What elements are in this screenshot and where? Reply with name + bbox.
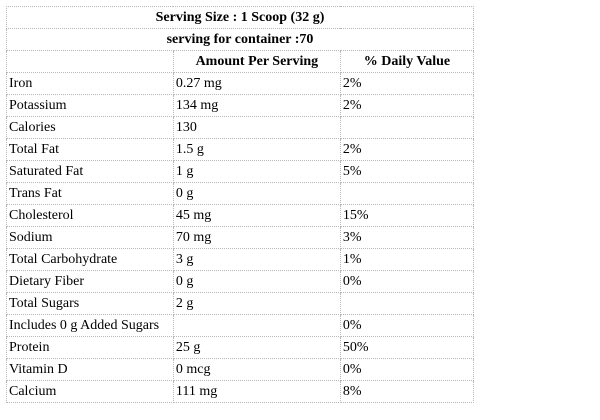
nutrient-name: Vitamin D (6, 358, 174, 381)
nutrient-column-header (6, 50, 174, 73)
nutrient-daily-value: 1% (339, 248, 475, 271)
nutrient-daily-value (339, 182, 475, 205)
nutrient-amount: 0 g (172, 182, 341, 205)
nutrient-daily-value: 0% (339, 270, 475, 293)
nutrient-name: Total Sugars (6, 292, 174, 315)
nutrient-amount: 45 mg (172, 204, 341, 227)
nutrient-row: Sodium 70 mg 3% (6, 226, 475, 249)
amount-column-header: Amount Per Serving (172, 50, 341, 73)
nutrient-amount: 0.27 mg (172, 72, 341, 95)
nutrient-row: Includes 0 g Added Sugars 0% (6, 314, 475, 337)
nutrient-daily-value: 2% (339, 94, 475, 117)
nutrient-amount: 1 g (172, 160, 341, 183)
nutrient-amount: 70 mg (172, 226, 341, 249)
nutrient-row: Total Sugars 2 g (6, 292, 475, 315)
nutrient-amount: 0 g (172, 270, 341, 293)
nutrient-daily-value: 50% (339, 336, 475, 359)
nutrient-name: Cholesterol (6, 204, 174, 227)
nutrient-row: Trans Fat 0 g (6, 182, 475, 205)
nutrient-name: Calcium (6, 380, 174, 403)
nutrient-name: Total Fat (6, 138, 174, 161)
nutrition-facts-table: Serving Size : 1 Scoop (32 g) serving fo… (6, 6, 475, 403)
nutrient-row: Calories 130 (6, 116, 475, 139)
nutrient-amount: 25 g (172, 336, 341, 359)
nutrient-row: Total Carbohydrate 3 g 1% (6, 248, 475, 271)
nutrient-daily-value: 0% (339, 358, 475, 381)
nutrient-daily-value: 5% (339, 160, 475, 183)
nutrient-name: Trans Fat (6, 182, 174, 205)
servings-per-container: serving for container :70 (6, 28, 474, 51)
nutrient-name: Calories (6, 116, 174, 139)
nutrient-row: Saturated Fat 1 g 5% (6, 160, 475, 183)
nutrient-amount (172, 314, 341, 337)
nutrient-daily-value (339, 116, 475, 139)
nutrient-name: Includes 0 g Added Sugars (6, 314, 174, 337)
nutrient-amount: 1.5 g (172, 138, 341, 161)
column-header-row: Amount Per Serving % Daily Value (6, 50, 475, 73)
nutrient-daily-value: 3% (339, 226, 475, 249)
nutrient-name: Sodium (6, 226, 174, 249)
nutrient-name: Saturated Fat (6, 160, 174, 183)
nutrient-daily-value (339, 292, 475, 315)
nutrient-daily-value: 15% (339, 204, 475, 227)
nutrient-row: Potassium 134 mg 2% (6, 94, 475, 117)
nutrient-name: Protein (6, 336, 174, 359)
serving-size: Serving Size : 1 Scoop (32 g) (6, 6, 474, 29)
nutrient-row: Protein 25 g 50% (6, 336, 475, 359)
nutrient-amount: 3 g (172, 248, 341, 271)
nutrient-daily-value: 2% (339, 138, 475, 161)
nutrient-name: Total Carbohydrate (6, 248, 174, 271)
nutrient-name: Potassium (6, 94, 174, 117)
nutrient-daily-value: 2% (339, 72, 475, 95)
nutrient-daily-value: 8% (339, 380, 475, 403)
nutrient-amount: 134 mg (172, 94, 341, 117)
nutrient-daily-value: 0% (339, 314, 475, 337)
nutrient-row: Iron 0.27 mg 2% (6, 72, 475, 95)
nutrient-amount: 130 (172, 116, 341, 139)
nutrient-name: Dietary Fiber (6, 270, 174, 293)
nutrient-row: Total Fat 1.5 g 2% (6, 138, 475, 161)
servings-per-container-row: serving for container :70 (6, 28, 474, 51)
nutrient-amount: 111 mg (172, 380, 341, 403)
serving-size-row: Serving Size : 1 Scoop (32 g) (6, 6, 474, 29)
daily-value-column-header: % Daily Value (339, 50, 475, 73)
nutrient-row: Dietary Fiber 0 g 0% (6, 270, 475, 293)
nutrition-facts-body: Serving Size : 1 Scoop (32 g) serving fo… (6, 6, 475, 403)
nutrient-amount: 2 g (172, 292, 341, 315)
nutrient-amount: 0 mcg (172, 358, 341, 381)
nutrient-row: Calcium 111 mg 8% (6, 380, 475, 403)
nutrient-row: Cholesterol 45 mg 15% (6, 204, 475, 227)
nutrient-name: Iron (6, 72, 174, 95)
